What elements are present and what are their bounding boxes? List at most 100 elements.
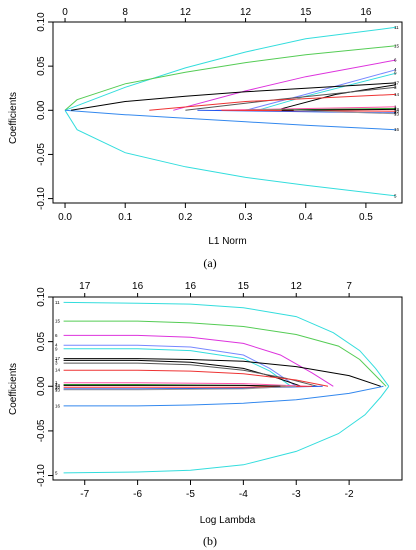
series-label: 9 [394, 71, 397, 76]
x-tick-label: 0.2 [178, 212, 192, 223]
series-label: 5 [394, 193, 397, 198]
plot-frame [52, 296, 403, 481]
series-line [257, 72, 397, 111]
series-line [64, 26, 397, 111]
x-tick-label: -7 [80, 489, 89, 500]
y-tick-label: 0.00 [36, 100, 47, 120]
series-line [64, 45, 397, 111]
series-line [63, 359, 302, 387]
series-line [63, 301, 390, 387]
top-tick-label: 15 [300, 7, 312, 18]
series-label: 12 [55, 383, 61, 388]
panel-caption: (a) [203, 256, 216, 270]
series-line [64, 110, 397, 197]
y-tick-label: 0.10 [36, 12, 47, 32]
top-tick-label: 17 [79, 281, 91, 292]
series-line [173, 59, 397, 111]
series-line [275, 84, 397, 111]
series-label: 6 [394, 57, 397, 62]
series-label: 13 [55, 387, 61, 392]
series-label: 15 [394, 43, 400, 48]
series-label: 6 [55, 333, 58, 338]
x-axis-title: Log Lambda [200, 515, 256, 526]
y-tick-label: -0.10 [36, 464, 47, 487]
series-label: 15 [55, 319, 61, 324]
series-line [63, 344, 297, 387]
series-line [63, 382, 307, 387]
x-tick-label: -6 [133, 489, 142, 500]
series-label: 12 [394, 107, 400, 112]
series-line [71, 82, 397, 111]
x-tick-label: 0.0 [58, 212, 72, 223]
y-tick-label: 0.00 [36, 376, 47, 396]
x-tick-label: -4 [239, 489, 248, 500]
series-line [63, 334, 334, 387]
series-line [63, 384, 281, 387]
series-line [245, 69, 397, 111]
x-tick-label: -5 [186, 489, 195, 500]
series-line [215, 106, 397, 111]
x-tick-label: 0.4 [299, 212, 313, 223]
series-label: 8 [394, 110, 397, 115]
y-tick-label: -0.05 [36, 143, 47, 166]
series-label: 17 [55, 356, 61, 361]
series-label: 13 [394, 111, 400, 116]
top-tick-label: 16 [185, 281, 197, 292]
series-label: 7 [55, 358, 58, 363]
x-tick-label: 0.3 [239, 212, 253, 223]
series-label: 3 [394, 85, 397, 90]
series-label: 4 [55, 343, 58, 348]
top-tick-label: 16 [132, 281, 144, 292]
series-label: 4 [394, 67, 397, 72]
series-line [64, 109, 397, 131]
series-label: 11 [394, 25, 399, 30]
series-label: 3 [55, 361, 58, 366]
series-label: 1 [55, 380, 58, 385]
y-tick-label: -0.05 [36, 419, 47, 442]
x-tick-label: 0.5 [359, 212, 373, 223]
series-label: 9 [55, 346, 58, 351]
series-label: 2 [55, 382, 58, 387]
top-tick-label: 16 [360, 7, 372, 18]
series-line [63, 385, 384, 407]
series-line [63, 369, 329, 387]
series-label: 17 [394, 80, 400, 85]
top-tick-label: 15 [238, 281, 250, 292]
y-axis-title: Coefficients [8, 92, 19, 144]
y-axis-title: Coefficients [8, 363, 19, 415]
series-line [293, 109, 397, 115]
series-line [63, 385, 297, 391]
series-label: 14 [55, 368, 61, 373]
y-tick-label: 0.10 [36, 287, 47, 307]
top-tick-label: 12 [180, 7, 192, 18]
series-label: 1 [394, 104, 397, 109]
panel-caption: (b) [203, 534, 217, 548]
series-line [245, 108, 397, 111]
y-tick-label: -0.10 [36, 187, 47, 210]
series-label: 7 [394, 82, 397, 87]
x-tick-label: -2 [345, 489, 354, 500]
series-line [63, 320, 387, 387]
series-label: 16 [394, 127, 400, 132]
x-tick-label: -3 [292, 489, 301, 500]
series-label: 16 [55, 403, 61, 408]
top-tick-label: 12 [240, 7, 252, 18]
series-line [63, 358, 381, 387]
series-label: 8 [55, 386, 58, 391]
series-label: 10 [55, 385, 61, 390]
y-tick-label: 0.05 [36, 331, 47, 351]
y-tick-label: 0.05 [36, 56, 47, 76]
series-line [63, 386, 390, 474]
x-axis-title: L1 Norm [208, 236, 246, 247]
series-label: 11 [55, 300, 60, 305]
series-line [63, 348, 292, 387]
plot-frame [52, 21, 403, 204]
series-label: 10 [394, 109, 400, 114]
top-tick-label: 7 [346, 281, 352, 292]
series-label: 14 [394, 92, 400, 97]
top-tick-label: 0 [62, 7, 68, 18]
top-tick-label: 12 [291, 281, 303, 292]
